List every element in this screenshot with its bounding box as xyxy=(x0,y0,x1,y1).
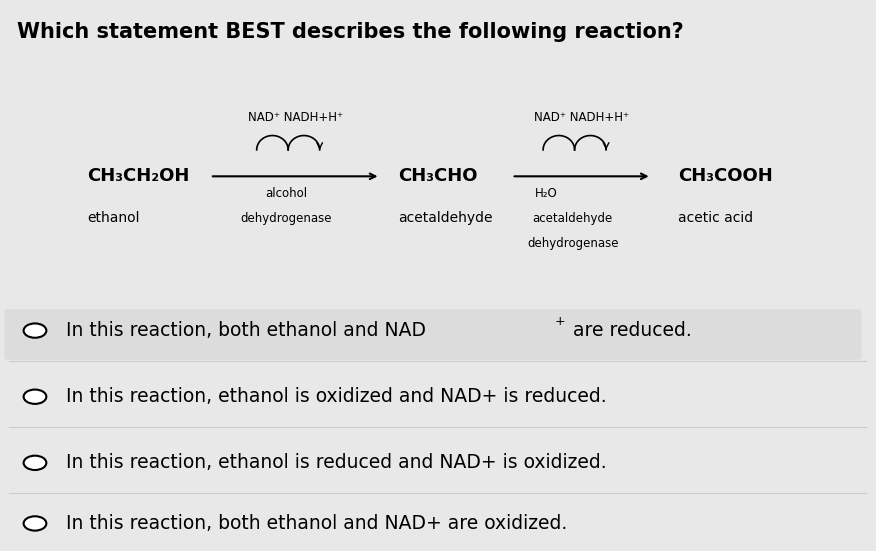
Text: acetic acid: acetic acid xyxy=(678,210,752,225)
FancyBboxPatch shape xyxy=(4,309,861,360)
Circle shape xyxy=(24,323,46,338)
Text: dehydrogenase: dehydrogenase xyxy=(241,212,332,225)
Text: acetaldehyde: acetaldehyde xyxy=(398,210,492,225)
Text: acetaldehyde: acetaldehyde xyxy=(533,212,613,225)
Text: H₂O: H₂O xyxy=(535,187,558,201)
Text: CH₃CH₂OH: CH₃CH₂OH xyxy=(88,168,190,185)
Text: In this reaction, both ethanol and NAD+ are oxidized.: In this reaction, both ethanol and NAD+ … xyxy=(66,514,567,533)
Circle shape xyxy=(24,456,46,470)
Text: ethanol: ethanol xyxy=(88,210,140,225)
Text: In this reaction, both ethanol and NAD: In this reaction, both ethanol and NAD xyxy=(66,321,426,340)
Text: Which statement BEST describes the following reaction?: Which statement BEST describes the follo… xyxy=(18,22,684,42)
Text: CH₃CHO: CH₃CHO xyxy=(398,168,477,185)
Text: NAD⁺ NADH+H⁺: NAD⁺ NADH+H⁺ xyxy=(248,111,343,124)
Text: dehydrogenase: dehydrogenase xyxy=(527,237,618,250)
Circle shape xyxy=(24,516,46,531)
Text: In this reaction, ethanol is oxidized and NAD+ is reduced.: In this reaction, ethanol is oxidized an… xyxy=(66,387,606,406)
Text: are reduced.: are reduced. xyxy=(567,321,691,340)
Text: NAD⁺ NADH+H⁺: NAD⁺ NADH+H⁺ xyxy=(534,111,629,124)
Text: CH₃COOH: CH₃COOH xyxy=(678,168,773,185)
Circle shape xyxy=(24,390,46,404)
Text: In this reaction, ethanol is reduced and NAD+ is oxidized.: In this reaction, ethanol is reduced and… xyxy=(66,453,606,472)
Text: +: + xyxy=(555,315,565,328)
Text: alcohol: alcohol xyxy=(265,187,307,201)
